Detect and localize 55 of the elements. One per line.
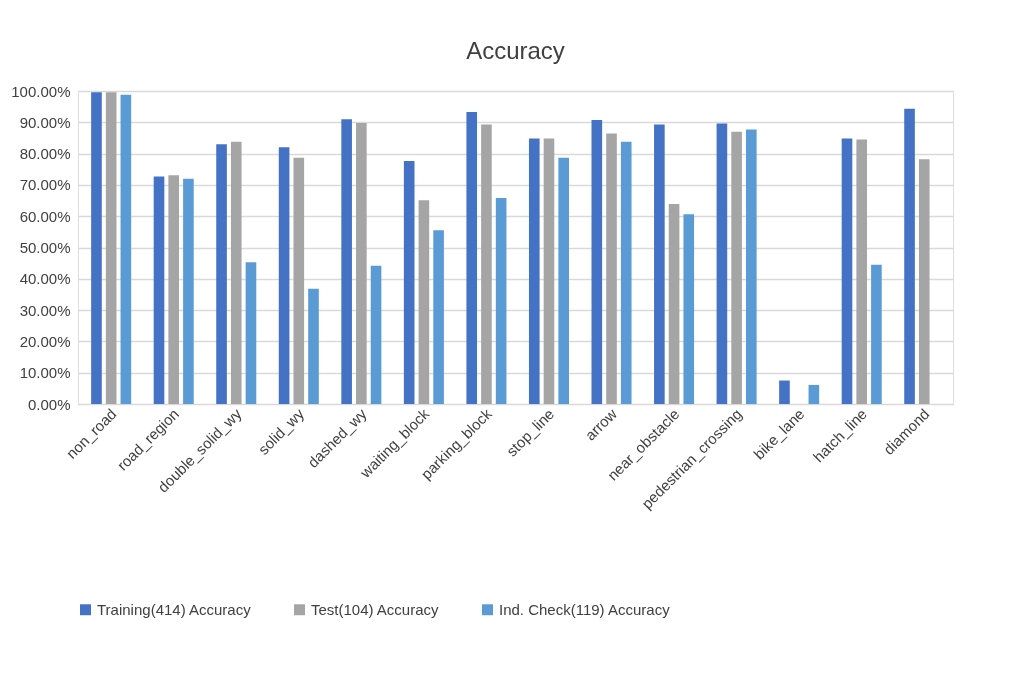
legend-label: Test(104) Accuracy — [311, 600, 440, 618]
bar — [683, 214, 695, 404]
bar — [904, 108, 915, 404]
bar — [668, 203, 680, 404]
bar — [716, 123, 728, 404]
bar — [495, 198, 507, 404]
bar — [403, 161, 415, 404]
bar — [543, 138, 555, 404]
bar — [308, 288, 319, 404]
bar — [841, 138, 853, 404]
y-tick-label: 60.00% — [19, 207, 71, 225]
bar — [418, 200, 430, 404]
bar — [481, 124, 492, 404]
y-tick-label: 40.00% — [19, 270, 71, 288]
y-tick-label: 0.00% — [27, 395, 71, 413]
bar — [466, 111, 478, 404]
bar — [779, 380, 790, 404]
bar — [293, 157, 305, 404]
bar — [591, 120, 603, 404]
bar — [918, 159, 930, 404]
bar — [654, 124, 665, 404]
y-tick-label: 20.00% — [19, 332, 71, 350]
bar — [620, 141, 632, 404]
chart-title: Accuracy — [466, 37, 565, 64]
bar — [808, 384, 820, 404]
y-tick-label: 100.00% — [11, 82, 71, 100]
y-tick-label: 30.00% — [19, 301, 71, 319]
bar — [558, 157, 569, 404]
bar — [153, 176, 165, 404]
y-tick-label: 50.00% — [19, 239, 71, 256]
bar — [183, 178, 194, 404]
bar — [120, 94, 132, 404]
bar — [105, 92, 117, 404]
bar — [606, 133, 617, 404]
y-tick-label: 80.00% — [19, 145, 71, 163]
bar — [216, 144, 227, 404]
bar — [528, 138, 540, 404]
bar — [370, 265, 382, 404]
bar — [245, 262, 257, 404]
y-tick-label: 10.00% — [19, 364, 71, 382]
bar — [746, 129, 757, 404]
y-tick-label: 70.00% — [19, 176, 71, 194]
bar — [278, 147, 290, 404]
bar — [856, 139, 868, 404]
bar — [433, 230, 444, 404]
bar — [230, 141, 242, 404]
y-tick-label: 90.00% — [19, 113, 71, 131]
bar — [341, 119, 352, 404]
legend-label: Training(414) Accuracy — [97, 600, 252, 618]
bar — [168, 175, 180, 404]
bar — [731, 131, 742, 404]
bar — [871, 264, 882, 404]
bar — [356, 122, 367, 404]
bar — [91, 92, 102, 404]
legend-label: Ind. Check(119) Accuracy — [499, 600, 671, 618]
